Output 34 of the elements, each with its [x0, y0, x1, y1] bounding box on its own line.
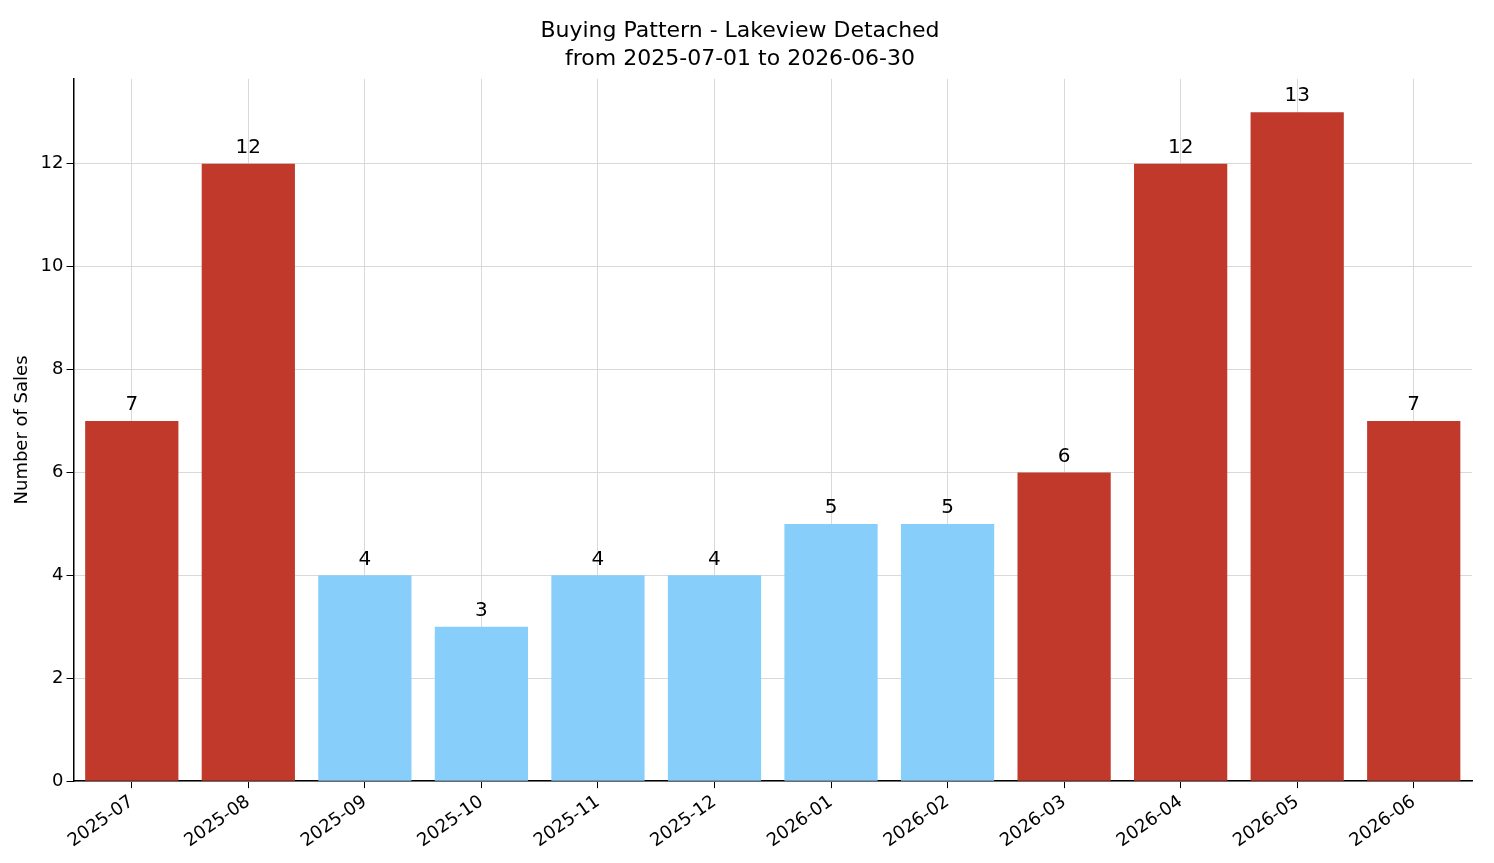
data-label: 13: [1284, 82, 1310, 107]
y-tick-label: 4: [52, 563, 64, 585]
bar: [434, 626, 529, 781]
y-tick-label: 6: [52, 460, 64, 482]
chart-title: Buying Pattern - Lakeview Detached: [540, 16, 940, 42]
y-tick-label: 0: [52, 768, 64, 790]
y-axis-title: Number of Sales: [10, 355, 32, 505]
data-label: 4: [358, 545, 372, 570]
y-tick-label: 2: [52, 665, 64, 687]
data-label: 12: [1167, 133, 1194, 158]
data-label: 12: [235, 133, 262, 158]
y-tick-label: 8: [52, 357, 64, 379]
data-label: 3: [475, 597, 488, 622]
bar: [900, 523, 995, 781]
data-label: 4: [591, 545, 605, 570]
bar: [1367, 420, 1461, 781]
bar: [1134, 163, 1228, 781]
y-tick-label: 12: [40, 151, 64, 173]
bar: [1017, 472, 1111, 781]
data-label: 4: [708, 545, 721, 570]
data-label: 5: [824, 494, 838, 519]
data-label: 7: [125, 391, 139, 416]
chart-subtitle: from 2025-07-01 to 2026-06-30: [565, 45, 915, 71]
bar: [667, 575, 762, 781]
bar: [201, 163, 295, 781]
bar: [318, 575, 412, 781]
bar: [784, 523, 878, 781]
bar: [1250, 112, 1344, 781]
data-label: 7: [1407, 391, 1421, 416]
bar: [551, 575, 645, 781]
bar: [85, 420, 179, 781]
y-tick-label: 10: [40, 254, 64, 276]
data-label: 5: [941, 494, 954, 519]
data-label: 6: [1057, 442, 1071, 467]
